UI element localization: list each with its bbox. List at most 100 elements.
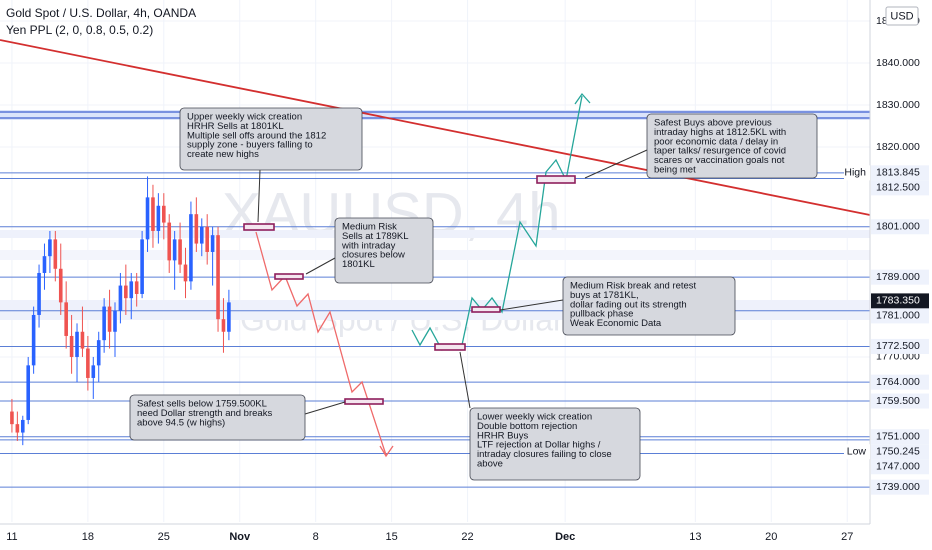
callout-line: need Dollar strength and breaks: [137, 408, 272, 419]
candle-body: [145, 197, 150, 240]
price-label: 1772.500: [876, 340, 920, 352]
callout-line: Weak Economic Data: [570, 318, 662, 329]
callout-line: Medium Risk break and retest: [570, 281, 697, 292]
price-label-box: [871, 269, 929, 285]
callout-line: Medium Risk: [342, 222, 397, 233]
x-tick-label: Nov: [229, 531, 251, 543]
candle-body: [96, 340, 101, 366]
candles: [10, 176, 231, 446]
bull-path: [411, 95, 583, 351]
candle-body: [221, 319, 226, 332]
candle-body: [189, 214, 193, 282]
price-label: 1747.000: [876, 461, 920, 473]
x-tick-label: 22: [461, 531, 473, 543]
price-label-box: [871, 393, 929, 409]
price-label: 1801.000: [876, 221, 920, 233]
candle-body: [118, 285, 123, 311]
candle-body: [20, 419, 25, 433]
callout-line: LTF rejection at Dollar highs /: [477, 440, 601, 451]
currency-box[interactable]: [885, 6, 919, 26]
callout-line: Upper weekly wick creation: [187, 112, 302, 123]
zone-box: [243, 223, 275, 231]
candle-body: [53, 239, 58, 269]
candle-body: [26, 365, 31, 420]
candle-body: [183, 264, 188, 282]
candle-body: [102, 306, 106, 341]
pointer: [305, 257, 336, 275]
x-tick-label: Dec: [555, 531, 575, 543]
header: Gold Spot / U.S. Dollar, 4h, OANDA Yen P…: [6, 6, 919, 37]
price-label: 1781.000: [876, 310, 920, 322]
callout-line: Sells at 1789KL: [342, 231, 409, 242]
x-tick-label: 13: [689, 531, 701, 543]
candle-body: [151, 197, 155, 231]
pointer: [584, 149, 648, 179]
callout-box: [179, 107, 363, 171]
callout-box: [334, 217, 434, 284]
candle-body: [172, 239, 177, 261]
candle-body: [69, 335, 74, 357]
y-tick-label: 1840.000: [876, 57, 920, 69]
symbol-title: Gold Spot / U.S. Dollar, 4h, OANDA: [6, 6, 196, 20]
callout-box: [129, 394, 306, 441]
zone-box: [536, 175, 576, 184]
x-tick-label: 25: [158, 531, 170, 543]
callout-line: HRHR Sells at 1801KL: [187, 121, 284, 132]
arrow-head: [574, 92, 591, 105]
indicator: Yen PPL (2, 0, 0.8, 0.5, 0.2): [6, 23, 153, 37]
callout-line: closures below: [342, 250, 405, 261]
candle-body: [134, 281, 139, 294]
price-label: 1813.845: [876, 167, 920, 179]
candle-body: [216, 235, 220, 320]
trend-line: [0, 39, 871, 216]
candle-body: [210, 235, 215, 252]
currency[interactable]: USD: [890, 10, 913, 22]
price-label-box: [871, 479, 929, 495]
x-tick-label: 8: [313, 531, 319, 543]
zone-box: [434, 343, 466, 351]
price-label-box: [871, 338, 929, 354]
zone-box: [344, 398, 384, 405]
candle-body: [140, 239, 144, 294]
zone: [0, 250, 870, 260]
callout-line: above 94.5 (w highs): [137, 417, 225, 428]
time-axis: [0, 524, 870, 550]
arrow-head: [379, 445, 394, 458]
price-label-box: [871, 308, 929, 324]
price-label-box: [871, 165, 929, 181]
candle-body: [107, 306, 112, 332]
x-tick-label: 11: [6, 531, 17, 543]
level-tag-box: [844, 165, 870, 181]
level-tag: High: [844, 167, 866, 179]
callout-box: [469, 407, 641, 481]
zone: [0, 110, 870, 120]
pointer: [304, 401, 346, 415]
callout-line: 1801KL: [342, 259, 375, 270]
candle-body: [64, 302, 68, 336]
candle-body: [10, 411, 14, 425]
x-tick-label: 27: [841, 531, 853, 543]
price-label: 1751.000: [876, 431, 920, 443]
candle-body: [75, 331, 79, 357]
callout-line: create new highs: [187, 149, 259, 160]
callout-line: Safest sells below 1759.500KL: [137, 399, 267, 410]
callout-line: above: [477, 459, 503, 470]
callout-line: intraday highs at 1812.5KL with: [654, 127, 786, 138]
candle-body: [178, 239, 182, 265]
level-tag-box: [844, 444, 870, 460]
candle-body: [58, 268, 63, 303]
zone: [0, 230, 870, 238]
zone: [0, 300, 870, 320]
candle-body: [86, 348, 90, 378]
candle-body: [199, 226, 204, 244]
price-label-box: [871, 219, 929, 235]
price-label-box: [871, 374, 929, 390]
price-label: 1759.500: [876, 395, 920, 407]
price-label: 1739.000: [876, 481, 920, 493]
zone-boxes: [243, 175, 576, 405]
callout-line: supply zone - buyers falling to: [187, 140, 313, 151]
